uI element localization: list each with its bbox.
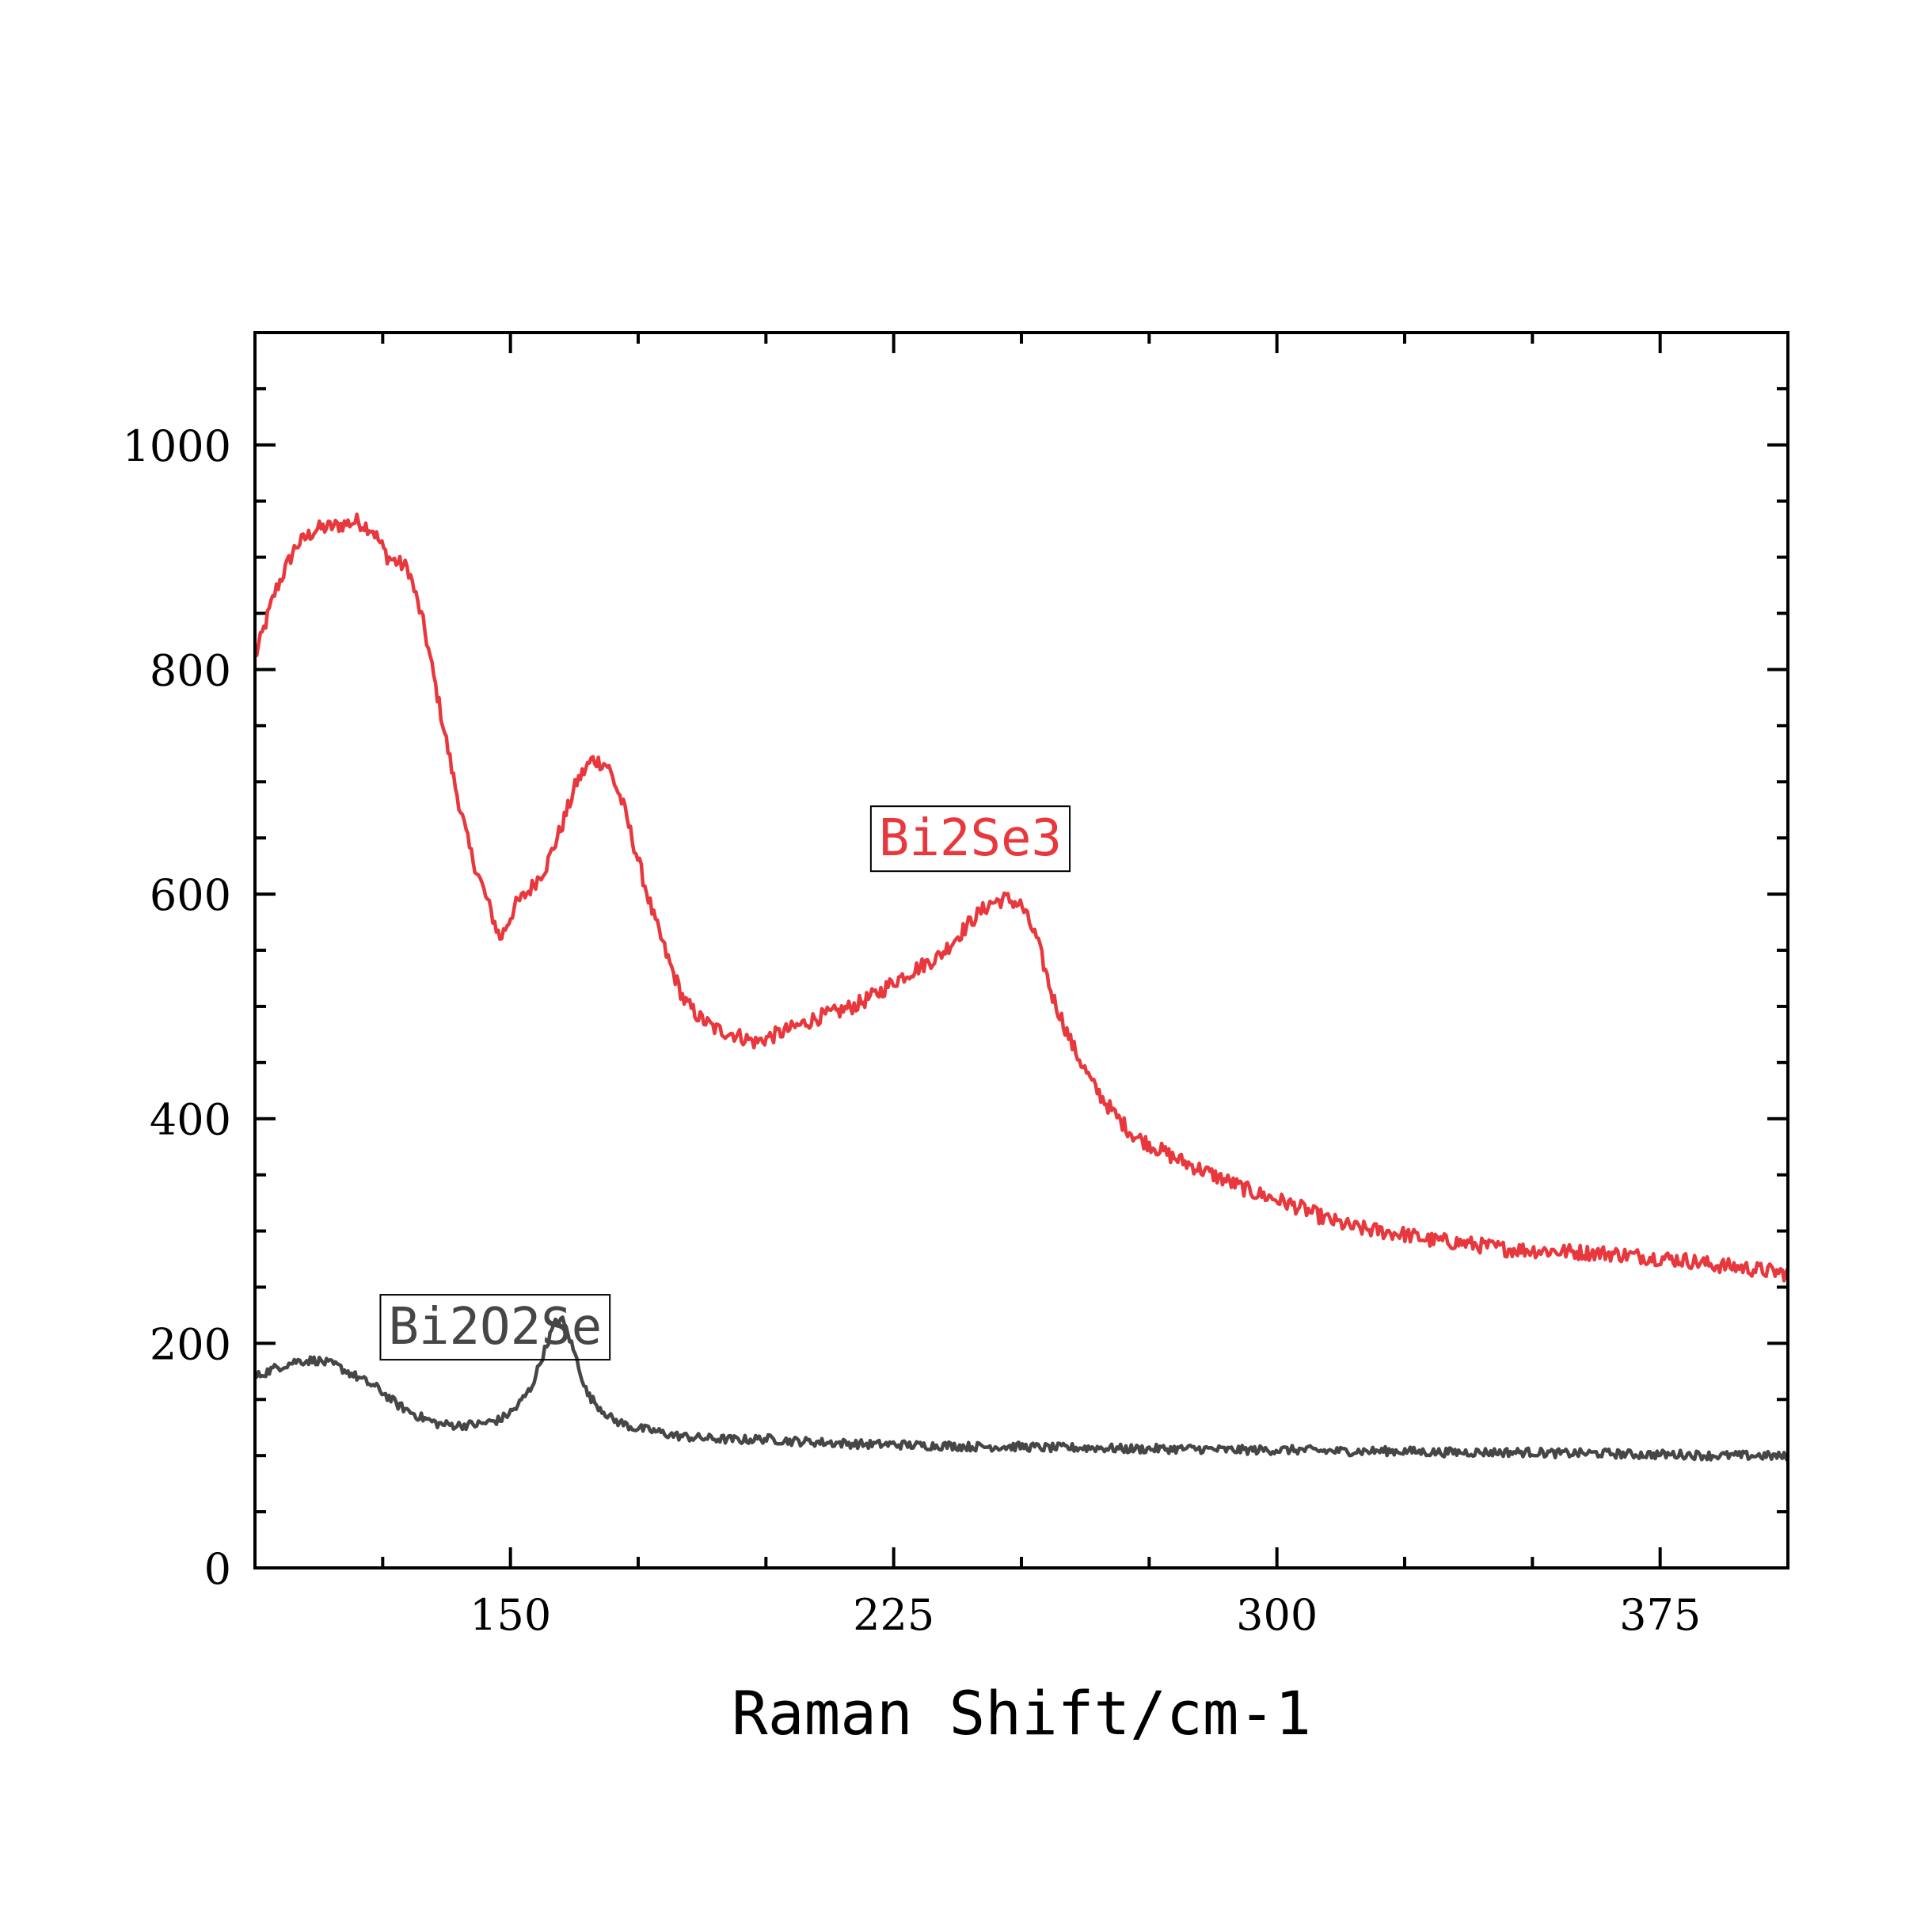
- x-tick-label: 375: [1619, 1590, 1701, 1640]
- y-tick-label: 0: [204, 1544, 231, 1594]
- axis-ticks: [255, 333, 1788, 1568]
- series-label-box: Bi2Se3: [869, 805, 1071, 873]
- x-axis-title: Raman Shift/cm-1: [732, 1678, 1311, 1748]
- series-lines: [254, 512, 1789, 1463]
- y-tick-label: 600: [150, 870, 231, 920]
- x-tick-label: 300: [1236, 1590, 1318, 1640]
- series-line-1: [254, 1315, 1789, 1463]
- series-line-0: [254, 512, 1789, 1283]
- series-label-frame: [379, 1294, 611, 1361]
- y-tick-label: 800: [150, 645, 231, 695]
- tick-labels: 150 225 300 375 0 200 400 600 800 1000: [123, 421, 1702, 1640]
- series-label-frame: [869, 805, 1071, 873]
- y-tick-label: 400: [150, 1095, 231, 1145]
- plot-frame: [253, 331, 1789, 1569]
- series-labels: Bi2Se3 Bi2O2Se: [379, 805, 1071, 1361]
- y-tick-label: 1000: [123, 421, 231, 471]
- series-label: Bi2Se3: [879, 809, 1062, 868]
- series-label: Bi2O2Se: [388, 1298, 602, 1356]
- x-tick-label: 225: [853, 1590, 934, 1640]
- series-label-box: Bi2O2Se: [379, 1294, 611, 1361]
- y-tick-label: 200: [150, 1319, 231, 1369]
- x-tick-label: 150: [470, 1590, 551, 1640]
